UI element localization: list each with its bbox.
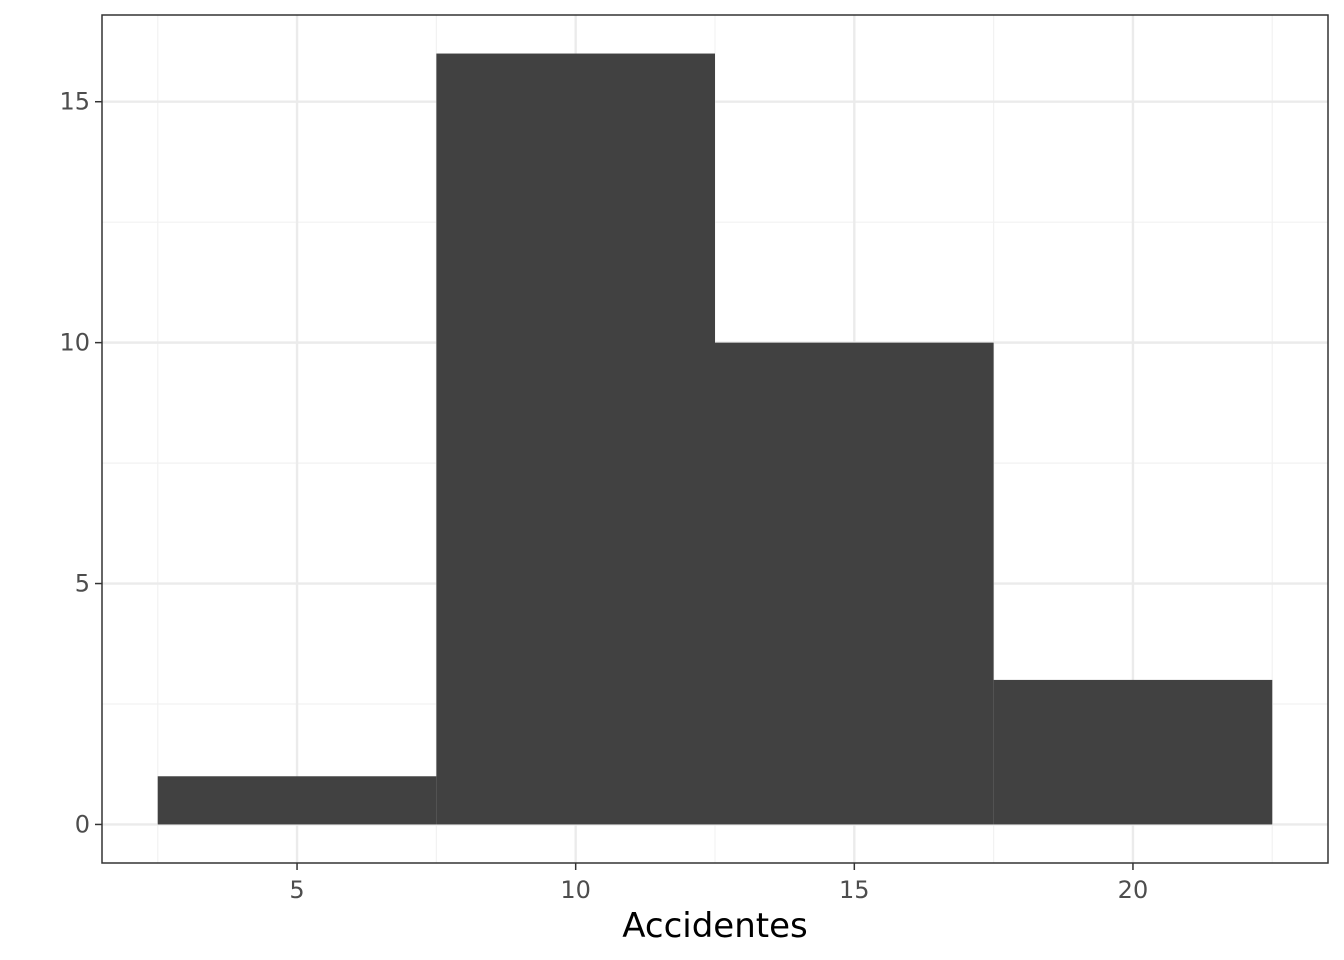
histogram-bars — [157, 53, 1273, 825]
histogram-bar — [715, 342, 994, 825]
x-axis: 5 10 15 20 — [289, 863, 1148, 904]
x-tick-label: 20 — [1118, 876, 1149, 904]
y-tick-label: 15 — [59, 88, 90, 116]
histogram-bar — [157, 776, 437, 825]
y-tick-label: 0 — [75, 810, 90, 838]
x-tick-label: 5 — [289, 876, 304, 904]
histogram-bar — [993, 679, 1273, 825]
y-axis: 0 5 10 15 — [59, 88, 102, 838]
y-tick-label: 10 — [59, 329, 90, 357]
histogram-bar — [436, 53, 715, 825]
x-tick-label: 15 — [839, 876, 870, 904]
x-axis-title: Accidentes — [622, 906, 808, 946]
panel-border — [101, 14, 1329, 864]
x-tick-label: 10 — [560, 876, 591, 904]
y-tick-label: 5 — [75, 570, 90, 598]
